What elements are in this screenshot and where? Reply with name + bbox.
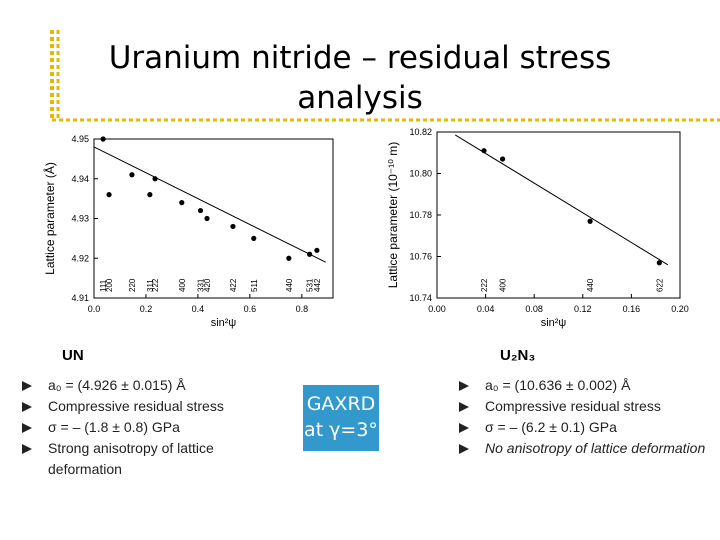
bullet: σ = – (1.8 ± 0.8) GPa (18, 417, 288, 438)
data-point (106, 192, 112, 198)
data-point (179, 200, 185, 206)
y-tick-label: 4.94 (71, 174, 89, 184)
hkl-label: 511 (250, 279, 259, 292)
y-axis-label: Lattice parameter (10⁻¹⁰ m) (386, 142, 400, 289)
data-point (197, 207, 204, 214)
data-point (500, 156, 506, 162)
data-point (307, 251, 313, 257)
x-tick-label: 0.16 (623, 304, 641, 314)
x-tick-label: 0.6 (244, 304, 257, 314)
y-tick-label: 4.93 (71, 214, 89, 224)
hkl-label: 111 (99, 279, 108, 292)
hkl-label: 200 (105, 278, 114, 292)
y-tick-label: 10.80 (409, 169, 432, 179)
hkl-label: 442 (313, 278, 322, 292)
slide-title: Uranium nitride – residual stress analys… (108, 40, 612, 116)
hkl-label: 420 (203, 278, 212, 292)
hkl-label: 440 (586, 278, 595, 292)
hkl-label: 311 (146, 279, 155, 292)
hkl-label: 400 (178, 278, 187, 292)
y-tick-label: 10.74 (409, 293, 432, 303)
plot-frame (436, 131, 681, 299)
hkl-label: 531 (306, 278, 315, 292)
panel-heading: U₂N₃ (500, 347, 536, 364)
x-tick-label: 0.08 (525, 304, 543, 314)
y-tick-label: 4.95 (71, 134, 89, 144)
x-tick-label: 0.8 (296, 304, 309, 314)
fit-line (454, 134, 669, 266)
y-tick-label: 10.78 (409, 210, 432, 220)
bullet: Compressive residual stress (18, 396, 288, 417)
x-tick-label: 0.4 (192, 304, 205, 314)
x-tick-label: 0.20 (671, 304, 689, 314)
panel-heading: UN (62, 347, 84, 364)
x-tick-label: 0.0 (88, 304, 101, 314)
data-point (251, 235, 257, 241)
bullet: a₀ = (10.636 ± 0.002) Å (455, 375, 715, 396)
data-point (204, 215, 210, 222)
bullet: No anisotropy of lattice deformation (455, 438, 715, 459)
data-point (100, 136, 106, 142)
y-axis-label: Lattice parameter (Å) (42, 162, 57, 275)
fit-line (93, 146, 326, 263)
data-point (587, 218, 593, 224)
method-text: at γ=3° (304, 419, 378, 441)
hkl-label: 400 (499, 278, 508, 292)
data-point (147, 192, 153, 198)
hkl-label: 222 (151, 278, 160, 292)
data-point (230, 223, 236, 230)
hkl-label: 222 (480, 278, 489, 292)
method-box: GAXRD at γ=3° (303, 385, 379, 451)
y-tick-label: 10.82 (409, 127, 432, 137)
data-point (314, 247, 320, 253)
method-text: GAXRD (306, 393, 376, 415)
data-point (656, 260, 662, 266)
data-point (152, 176, 158, 182)
plot-frame (93, 138, 334, 299)
bullet-list: a₀ = (4.926 ± 0.015) Å Compressive residu… (18, 375, 288, 480)
data-point (129, 172, 135, 178)
x-tick-label: 0.00 (428, 304, 446, 314)
y-tick-label: 4.91 (71, 293, 89, 303)
bullet: σ = – (6.2 ± 0.1) GPa (455, 417, 715, 438)
bullet: Strong anisotropy of lattice deformation (18, 438, 288, 480)
data-point (481, 148, 487, 154)
hkl-label: 622 (655, 278, 664, 292)
x-tick-label: 0.12 (574, 304, 592, 314)
y-tick-label: 10.76 (409, 252, 432, 262)
hkl-label: 440 (285, 278, 294, 292)
bullet: a₀ = (4.926 ± 0.015) Å (18, 375, 288, 396)
y-tick-label: 4.92 (71, 253, 89, 263)
hkl-label: 422 (229, 278, 238, 292)
data-point (286, 255, 292, 261)
x-tick-label: 0.2 (140, 304, 153, 314)
bullet-list: a₀ = (10.636 ± 0.002) Å Compressive resid… (455, 375, 715, 459)
bullet: Compressive residual stress (455, 396, 715, 417)
x-tick-label: 0.04 (477, 304, 495, 314)
hkl-label: 331 (197, 278, 206, 292)
x-axis-label: sin²ψ (211, 317, 237, 329)
x-axis-label: sin²ψ (541, 317, 567, 329)
hkl-label: 220 (128, 278, 137, 292)
